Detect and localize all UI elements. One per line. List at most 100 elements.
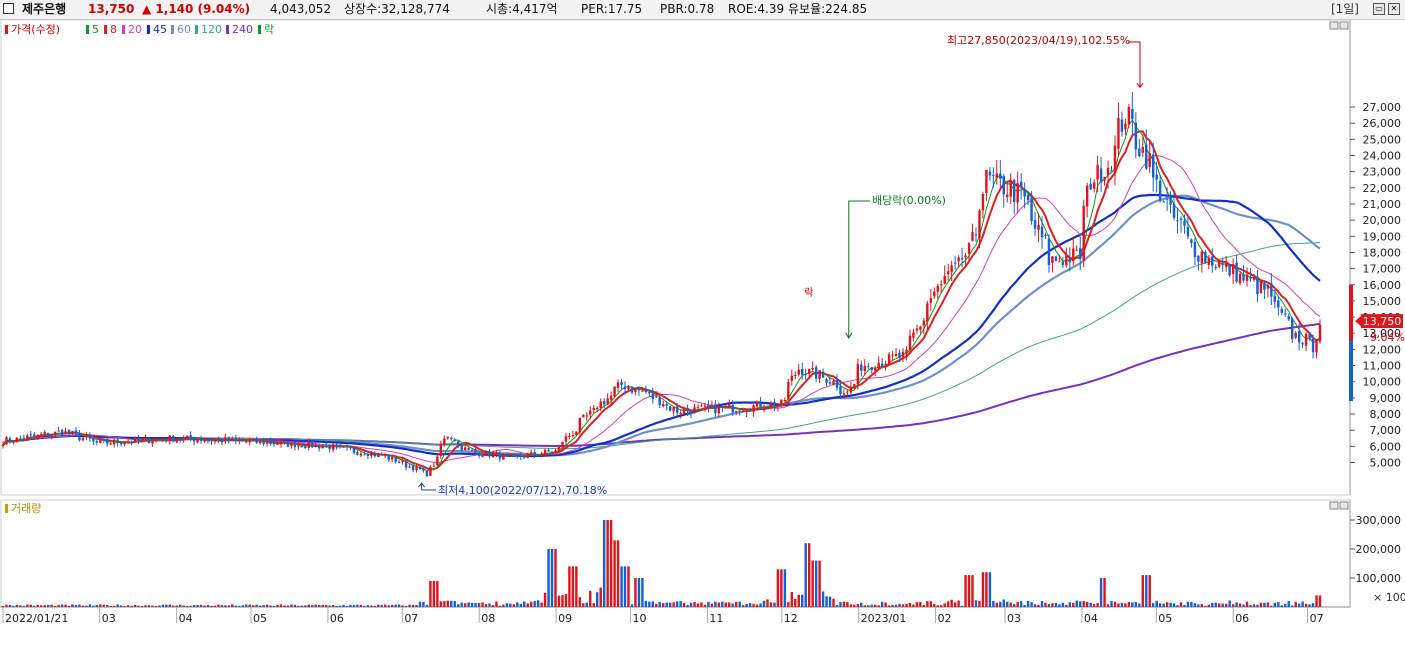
volume-bar [5, 604, 8, 607]
candle-body [592, 407, 595, 411]
candle-body [894, 354, 898, 357]
candle-body [349, 446, 352, 449]
volume-bar [1273, 602, 1277, 607]
candle-body [67, 430, 71, 434]
candle-body [432, 465, 436, 467]
candle-body [43, 432, 46, 435]
candle-body [1006, 194, 1009, 198]
legend-ma240-marker [226, 25, 229, 34]
volume-bar [662, 603, 665, 607]
volume-bar [960, 605, 964, 607]
volume-bar [1162, 603, 1165, 607]
volume-bar [1012, 604, 1016, 607]
volume-bar [234, 605, 238, 607]
candle-body [15, 437, 19, 443]
volume-bar [172, 605, 175, 607]
volume-bar [627, 566, 630, 607]
candle-body [342, 446, 345, 448]
candle-body [971, 232, 974, 242]
restore-icon[interactable]: ▭ [1373, 3, 1385, 15]
date-tick-label: 2022/01/21 [5, 612, 68, 625]
candle-body [99, 440, 102, 443]
price-tick-label: 18,000 [1363, 246, 1402, 259]
candle-body [241, 439, 244, 442]
volume-bar [543, 592, 547, 607]
candle-body [26, 435, 29, 439]
volume-bar [231, 604, 234, 607]
candle-body [773, 402, 776, 408]
panel-minimize-icon[interactable] [1329, 21, 1339, 30]
volume-bar [460, 602, 463, 607]
volume-bar [217, 604, 220, 607]
period-selector[interactable]: [1일] [1330, 2, 1359, 16]
close-icon[interactable]: ✕ [1388, 3, 1400, 15]
candle-body [536, 454, 540, 456]
candle-body [331, 444, 335, 450]
volume-bar [1242, 604, 1245, 607]
volume-bar [477, 603, 481, 607]
candle-body [728, 404, 731, 408]
candle-body [589, 410, 592, 415]
candle-body [1009, 181, 1012, 197]
candle-body [512, 453, 516, 455]
volume-bar [245, 604, 248, 607]
panel-close-icon[interactable] [1339, 21, 1349, 30]
high-annotation: 최고27,850(2023/04/19),102.55% [947, 34, 1130, 47]
volume-bar [1218, 603, 1221, 607]
price-tick-label: 22,000 [1363, 182, 1402, 195]
candle-body [137, 437, 140, 441]
volume-bar [623, 566, 627, 607]
candle-body [387, 454, 390, 460]
price-chart: 5,000 6,000 7,000 8,000 9,000 10,000 11,000 12,… [0, 20, 1405, 648]
volume-bar [331, 604, 335, 607]
volume-bar [377, 604, 380, 607]
volume-bar [867, 605, 870, 607]
pbr-value: PBR:0.78 [660, 2, 715, 16]
candle-body [662, 403, 665, 407]
volume-bar [794, 598, 797, 607]
volume-bar [293, 604, 297, 607]
volume-bar [390, 605, 394, 607]
candle-body [206, 439, 210, 441]
volume-bar [1158, 603, 1162, 607]
candle-body [450, 437, 453, 440]
volume-bar [182, 605, 185, 607]
candle-body [682, 408, 686, 415]
volume-bar [1259, 602, 1263, 607]
volume-bar [602, 520, 606, 607]
candle-body [1179, 218, 1183, 221]
volume-bar [1318, 595, 1322, 607]
candle-body [679, 413, 682, 415]
candle-body [370, 453, 373, 456]
volume-bar [1277, 602, 1280, 607]
volume-panel-close-icon[interactable] [1339, 501, 1349, 510]
volume-bar [418, 601, 422, 607]
volume-panel-minimize-icon[interactable] [1329, 501, 1339, 510]
candle-body [307, 441, 311, 448]
volume-bar [300, 605, 304, 607]
volume-bar [519, 604, 522, 607]
volume-bar [818, 560, 821, 607]
candle-body [1120, 119, 1124, 132]
price-tick-label: 5,000 [1370, 457, 1402, 470]
candle-body [394, 457, 397, 462]
volume-bar [856, 603, 860, 607]
volume-bar [422, 601, 425, 607]
volume-bar [269, 605, 272, 607]
candle-body [870, 367, 873, 371]
candle-body [818, 370, 821, 379]
volume-legend: 거래량 × 100 [5, 502, 1405, 604]
candle-body [95, 440, 99, 443]
candle-body [255, 438, 258, 443]
candle-body [634, 388, 637, 393]
volume-bar [714, 601, 717, 607]
select-checkbox[interactable] [3, 3, 14, 14]
volume-bar [286, 605, 290, 607]
candle-body [1287, 316, 1290, 320]
volume-bar [738, 601, 741, 607]
candle-body [606, 398, 609, 405]
volume-bar [1002, 599, 1005, 607]
volume-bar [1145, 575, 1148, 607]
volume-bar [648, 601, 651, 607]
candle-body [1061, 261, 1065, 265]
